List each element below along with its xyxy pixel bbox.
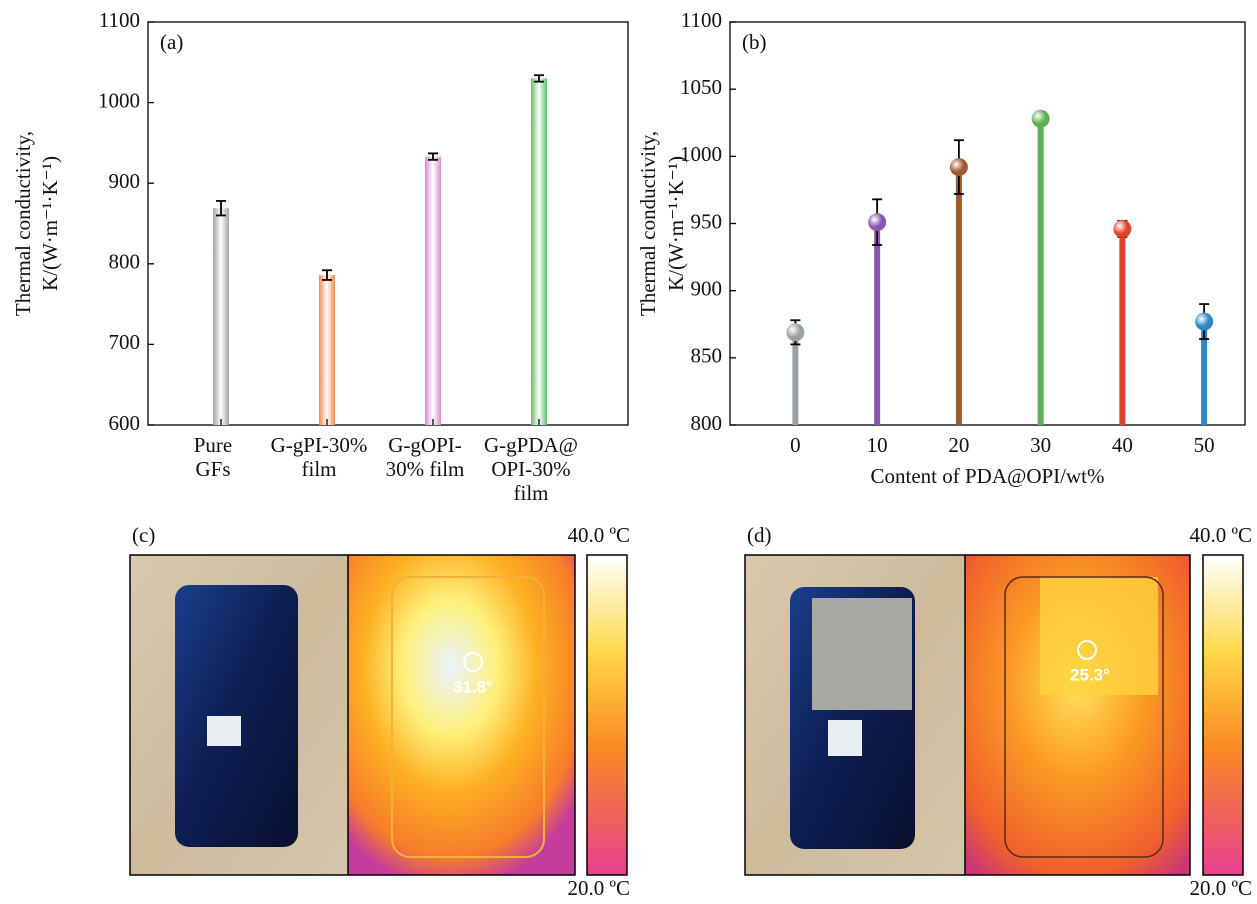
colorbar bbox=[1203, 555, 1243, 875]
y-tick-label: 1050 bbox=[680, 75, 722, 99]
panel-label: (a) bbox=[160, 30, 183, 54]
x-tick-label: 30 bbox=[1030, 433, 1051, 457]
x-tick-label: 0 bbox=[790, 433, 801, 457]
bar bbox=[213, 208, 229, 425]
bar bbox=[531, 78, 547, 425]
plot-frame bbox=[730, 22, 1245, 425]
y-tick-label: 600 bbox=[109, 411, 141, 435]
colorbar bbox=[587, 555, 627, 875]
x-tick-label: OPI-30% bbox=[491, 457, 570, 481]
figure: (c) 40.0 ºC 20.0 ºC 31.8° (d) 40.0 ºC 20… bbox=[0, 0, 1257, 904]
y-axis-label: K/(W·m⁻¹·K⁻¹) bbox=[664, 156, 688, 291]
marker bbox=[950, 158, 968, 176]
y-tick-label: 700 bbox=[109, 330, 141, 354]
y-tick-label: 850 bbox=[691, 344, 723, 368]
scale-max: 40.0 ºC bbox=[1189, 523, 1252, 547]
x-tick-label: G-gOPI- bbox=[388, 433, 462, 457]
scale-min: 20.0 ºC bbox=[1189, 876, 1252, 900]
y-tick-label: 1100 bbox=[681, 8, 722, 32]
x-tick-label: 20 bbox=[948, 433, 969, 457]
temperature-reading: 25.3° bbox=[1070, 665, 1110, 684]
scale-min: 20.0 ºC bbox=[567, 876, 630, 900]
film bbox=[812, 598, 912, 710]
x-tick-label: 30% film bbox=[386, 457, 465, 481]
y-tick-label: 1000 bbox=[98, 88, 140, 112]
x-axis-label: Content of PDA@OPI/wt% bbox=[870, 464, 1104, 488]
y-tick-label: 800 bbox=[691, 411, 723, 435]
y-axis-label: Thermal conductivity, bbox=[11, 131, 35, 316]
x-tick-label: 10 bbox=[867, 433, 888, 457]
x-tick-label: film bbox=[302, 457, 337, 481]
thermal-image bbox=[348, 555, 575, 875]
x-tick-label: film bbox=[514, 481, 549, 505]
marker bbox=[1032, 110, 1050, 128]
x-tick-label: G-gPI-30% bbox=[271, 433, 368, 457]
x-tick-label: 50 bbox=[1194, 433, 1215, 457]
temperature-reading: 31.8° bbox=[453, 677, 493, 696]
y-axis-label: K/(W·m⁻¹·K⁻¹) bbox=[38, 156, 62, 291]
y-axis-label: Thermal conductivity, bbox=[636, 131, 660, 316]
x-tick-label: Pure bbox=[194, 433, 233, 457]
scale-max: 40.0 ºC bbox=[567, 523, 630, 547]
y-tick-label: 800 bbox=[109, 250, 141, 274]
y-tick-label: 950 bbox=[691, 209, 723, 233]
marker bbox=[868, 213, 886, 231]
marker bbox=[1195, 313, 1213, 331]
sticker bbox=[828, 720, 862, 756]
panel-label: (c) bbox=[132, 523, 155, 547]
y-tick-label: 1100 bbox=[99, 8, 140, 32]
x-tick-label: 40 bbox=[1112, 433, 1133, 457]
bar bbox=[425, 157, 441, 425]
x-tick-label: G-gPDA@ bbox=[484, 433, 578, 457]
marker bbox=[1113, 220, 1131, 238]
y-tick-label: 900 bbox=[691, 276, 723, 300]
panel-label: (d) bbox=[747, 523, 772, 547]
x-tick-label: GFs bbox=[195, 457, 230, 481]
bar bbox=[319, 275, 335, 425]
y-tick-label: 900 bbox=[109, 169, 141, 193]
sticker bbox=[207, 716, 241, 746]
marker bbox=[786, 323, 804, 341]
panel-label: (b) bbox=[742, 30, 767, 54]
